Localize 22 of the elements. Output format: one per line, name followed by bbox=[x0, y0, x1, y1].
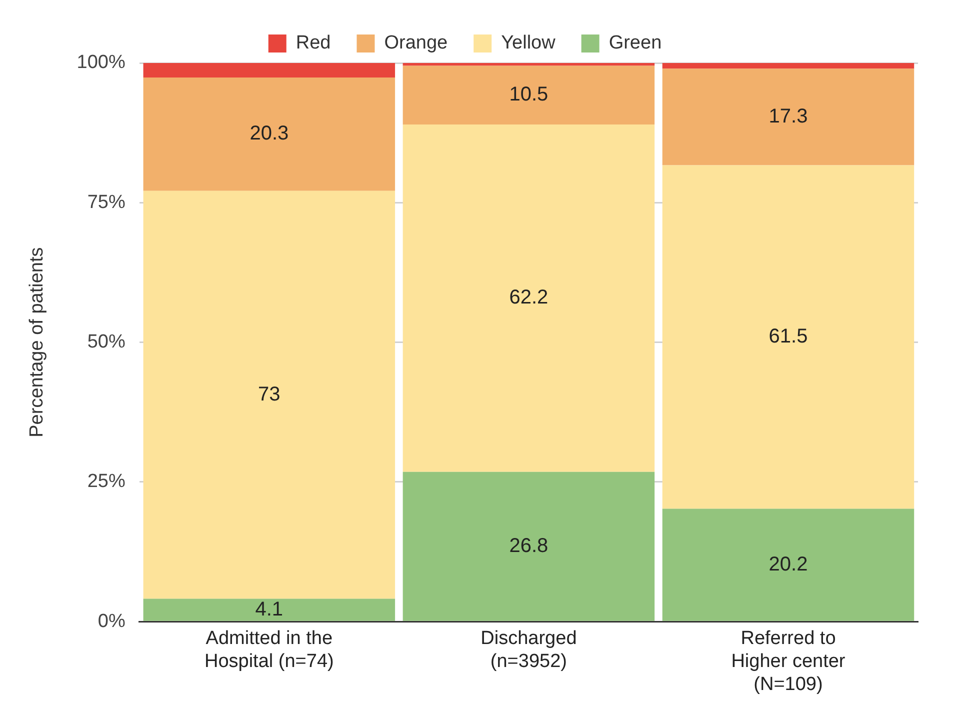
y-tick-label: 0% bbox=[98, 610, 126, 632]
data-label: 61.5 bbox=[768, 326, 808, 348]
data-label: 20.3 bbox=[250, 122, 289, 145]
data-label: 10.5 bbox=[509, 84, 548, 106]
legend-label: Yellow bbox=[501, 32, 556, 54]
data-label: 4.1 bbox=[255, 598, 284, 620]
data-label: 26.8 bbox=[509, 534, 548, 557]
legend-label: Green bbox=[608, 32, 662, 54]
legend-label: Orange bbox=[384, 32, 448, 54]
x-tick-label: Admitted in the Hospital (n=74) bbox=[204, 628, 334, 672]
x-tick-label: Referred to Higher center (N=109) bbox=[731, 628, 846, 695]
legend-label: Red bbox=[296, 32, 331, 54]
data-label: 20.2 bbox=[768, 553, 808, 576]
y-tick-label: 50% bbox=[87, 332, 126, 353]
y-tick-label: 75% bbox=[87, 192, 126, 213]
y-tick-label: 100% bbox=[76, 52, 126, 74]
data-label: 17.3 bbox=[768, 105, 808, 128]
y-axis-title: Percentage of patients bbox=[26, 247, 48, 438]
x-tick-label: Discharged (n=3952) bbox=[480, 628, 577, 672]
data-label: 73 bbox=[258, 383, 280, 406]
data-label: 62.2 bbox=[509, 286, 548, 309]
y-tick-label: 25% bbox=[87, 471, 126, 492]
